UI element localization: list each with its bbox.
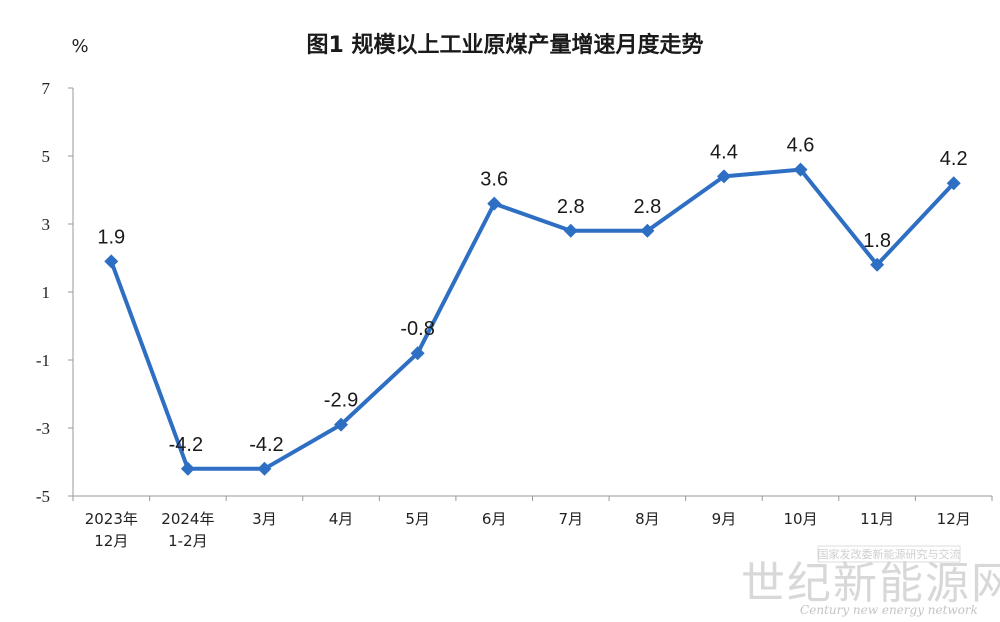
data-label: 1.9 [97, 226, 125, 248]
data-point-marker [180, 461, 195, 476]
x-tick-label: 6月 [482, 510, 507, 528]
data-label: 3.6 [480, 169, 508, 191]
data-point-marker [563, 223, 578, 238]
y-tick-label: -1 [36, 351, 50, 370]
data-point-marker [487, 196, 502, 211]
data-label: 4.6 [787, 135, 815, 157]
data-label: -2.9 [324, 390, 358, 412]
y-tick-label: 7 [42, 79, 51, 98]
x-tick-label: 9月 [712, 510, 737, 528]
data-label: -0.8 [400, 318, 434, 340]
watermark-english: Century new energy network [800, 603, 978, 617]
x-tick-label: 2024年 1-2月 [161, 510, 214, 550]
data-point-marker [410, 346, 425, 361]
y-tick-label: 1 [42, 283, 51, 302]
data-point-marker [870, 257, 885, 272]
x-tick-label: 3月 [252, 510, 277, 528]
data-label: 4.4 [710, 141, 738, 163]
x-tick-labels: 2023年 12月 2024年 1-2月 3月 4月 5月 6月 7月 8月 9月 10月 11月 12月 [85, 510, 971, 550]
y-tick-label: -5 [36, 487, 50, 506]
data-points [104, 162, 961, 476]
axes [68, 87, 993, 501]
x-tick-label: 4月 [329, 510, 354, 528]
x-tick-label: 12月 [937, 510, 971, 528]
series-polyline [109, 167, 956, 471]
data-point-marker [640, 223, 655, 238]
x-tick-label: 10月 [783, 510, 817, 528]
data-label: -4.2 [169, 434, 203, 456]
x-tick-label: 5月 [405, 510, 430, 528]
y-tick-labels: 7 5 3 1 -1 -3 -5 [36, 79, 51, 506]
data-label: -4.2 [249, 434, 283, 456]
x-tick-label: 11月 [860, 510, 894, 528]
y-tick-label: 3 [42, 215, 51, 234]
x-tick-label: 7月 [559, 510, 584, 528]
series-line [109, 167, 956, 471]
x-tick-label: 2023年 12月 [85, 510, 138, 550]
y-axis-unit: % [71, 36, 88, 57]
data-point-marker [716, 169, 731, 184]
watermark-top-text: 国家发改委新能源研究与交流 [818, 547, 961, 561]
watermark-box [817, 545, 961, 563]
data-label: 2.8 [633, 196, 661, 218]
data-point-marker [104, 254, 119, 269]
data-point-marker [257, 461, 272, 476]
x-tick-label: 8月 [635, 510, 660, 528]
y-tick-label: 5 [42, 147, 51, 166]
data-label: 2.8 [557, 196, 585, 218]
watermark-name: 世纪新能源网 [741, 558, 1000, 609]
chart-title: 图1 规模以上工业原煤产量增速月度走势 [307, 32, 704, 58]
data-labels: 1.9 -4.2 -4.2 -2.9 -0.8 3.6 2.8 2.8 4.4 4.6 1.8 4.2 [97, 135, 967, 456]
data-label: 4.2 [940, 148, 968, 170]
y-tick-label: -3 [36, 419, 50, 438]
data-label: 1.8 [863, 230, 891, 252]
data-point-marker [946, 176, 961, 191]
data-point-marker [793, 162, 808, 177]
watermark: 国家发改委新能源研究与交流 世纪新能源网 Century new energy … [741, 545, 1000, 617]
data-point-marker [334, 417, 349, 432]
